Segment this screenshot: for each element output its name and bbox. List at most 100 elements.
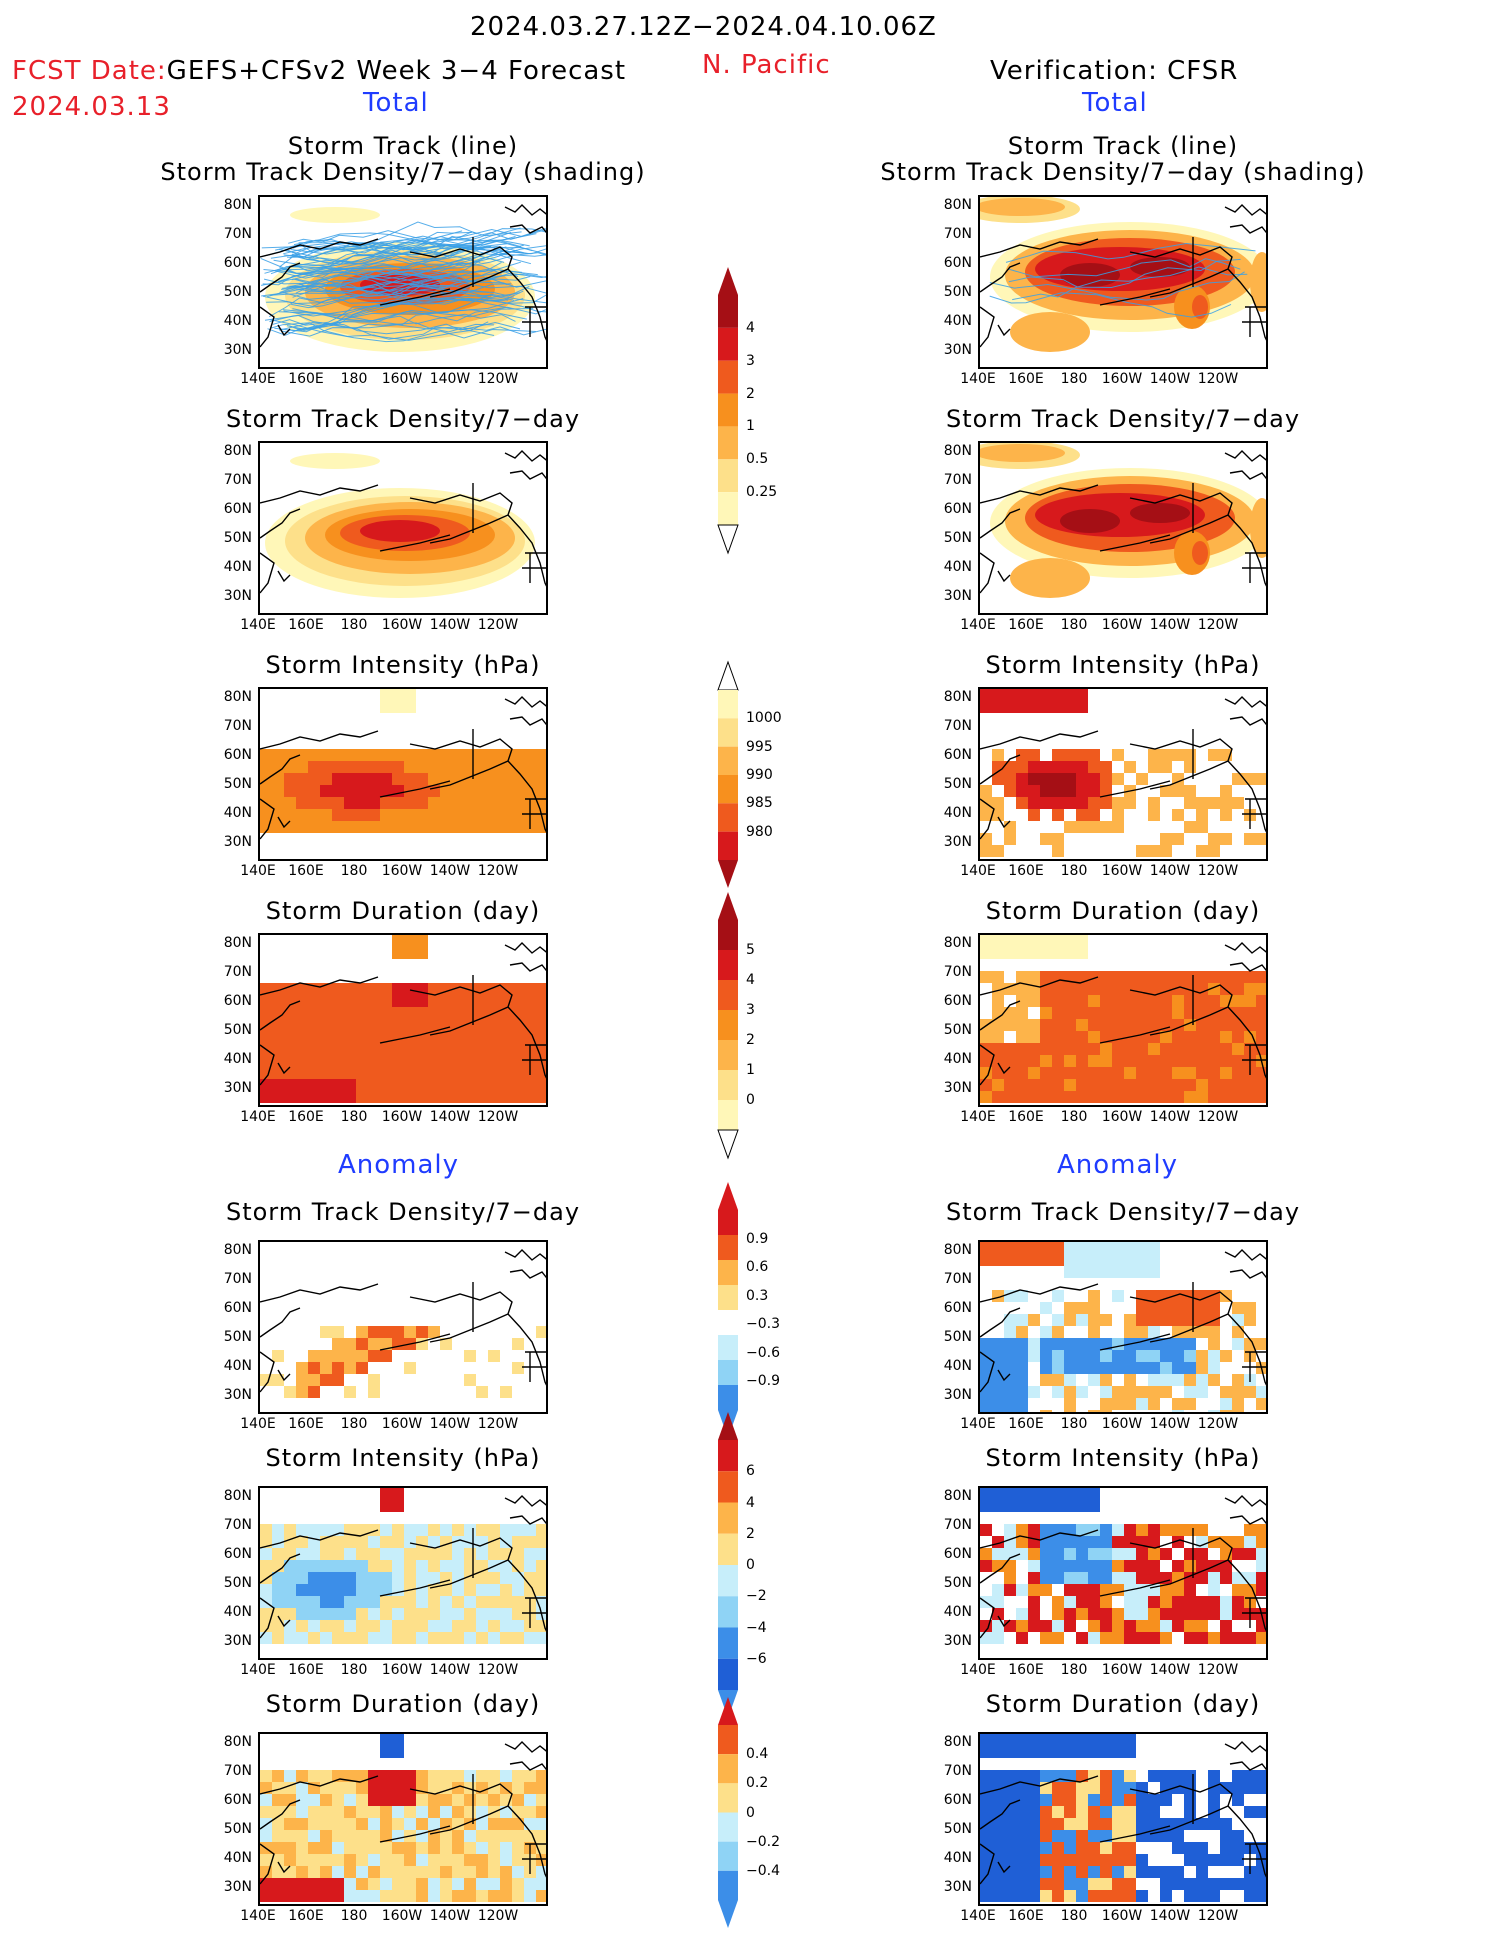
lon-label: 140W xyxy=(429,371,471,387)
panel-subtitle-forecast: Storm Track Density/7−day (shading) xyxy=(160,158,646,186)
lat-label: 60N xyxy=(223,1546,252,1562)
period-title: 2024.03.27.12Z−2024.04.10.06Z xyxy=(470,12,937,42)
lon-label: 180 xyxy=(1060,371,1088,387)
lat-label: 80N xyxy=(943,1242,972,1258)
lon-label: 120W xyxy=(1197,1109,1239,1125)
lat-label: 40N xyxy=(223,1358,252,1374)
lon-label: 160W xyxy=(1101,863,1143,879)
verification-map xyxy=(978,1732,1268,1906)
lon-label: 160E xyxy=(288,863,324,879)
verification-map xyxy=(978,687,1268,861)
panel-title-verification: Storm Track Density/7−day xyxy=(945,405,1301,433)
fcst-title: GEFS+CFSv2 Week 3−4 Forecast xyxy=(166,56,627,86)
lon-label: 120W xyxy=(477,863,519,879)
lat-label: 70N xyxy=(943,718,972,734)
colorbar-density-anomaly xyxy=(715,1180,755,1444)
lon-label: 140W xyxy=(1149,1109,1191,1125)
lat-label: 80N xyxy=(943,1488,972,1504)
lat-label: 70N xyxy=(943,472,972,488)
lat-label: 30N xyxy=(223,1080,252,1096)
colorbar-label: 0.6 xyxy=(746,1259,769,1276)
panel-title-forecast: Storm Intensity (hPa) xyxy=(265,1444,541,1472)
verification-map xyxy=(978,1486,1268,1660)
lon-label: 120W xyxy=(477,1109,519,1125)
lon-label: 140E xyxy=(240,1416,276,1432)
lat-label: 30N xyxy=(943,1879,972,1895)
panel-title-forecast: Storm Track (line) xyxy=(287,132,519,160)
forecast-map xyxy=(258,195,548,369)
lon-label: 140E xyxy=(240,863,276,879)
forecast-map xyxy=(258,933,548,1107)
lon-label: 120W xyxy=(477,617,519,633)
lon-label: 160W xyxy=(381,1908,423,1924)
lon-label: 120W xyxy=(477,1662,519,1678)
colorbar-label: −0.9 xyxy=(746,1373,780,1390)
lat-label: 40N xyxy=(943,805,972,821)
lon-label: 140E xyxy=(240,617,276,633)
lon-label: 160E xyxy=(1008,617,1044,633)
lon-label: 120W xyxy=(1197,617,1239,633)
lon-label: 120W xyxy=(1197,1662,1239,1678)
panel-title-verification: Storm Track Density/7−day xyxy=(945,1198,1301,1226)
lat-label: 70N xyxy=(223,1517,252,1533)
colorbar-label: 1 xyxy=(746,418,755,435)
lat-label: 80N xyxy=(943,935,972,951)
lat-label: 50N xyxy=(223,1022,252,1038)
lat-label: 40N xyxy=(223,313,252,329)
lon-label: 140E xyxy=(240,1109,276,1125)
lat-label: 60N xyxy=(943,993,972,1009)
colorbar-label: 4 xyxy=(746,972,755,988)
lat-label: 50N xyxy=(223,776,252,792)
colorbar-label: 0 xyxy=(746,1557,755,1573)
anomaly-left-label: Anomaly xyxy=(338,1150,460,1180)
panel-title-forecast: Storm Track Density/7−day xyxy=(225,1198,581,1226)
lon-label: 160W xyxy=(381,617,423,633)
lon-label: 140E xyxy=(960,617,996,633)
lat-label: 60N xyxy=(223,1792,252,1808)
lat-label: 40N xyxy=(943,559,972,575)
lat-label: 70N xyxy=(223,472,252,488)
lat-label: 50N xyxy=(223,1329,252,1345)
lat-label: 50N xyxy=(943,1575,972,1591)
lat-label: 30N xyxy=(943,588,972,604)
colorbar-label: 1 xyxy=(746,1062,755,1078)
panel-subtitle-verification: Storm Track Density/7−day (shading) xyxy=(880,158,1366,186)
colorbar-label: 4 xyxy=(746,319,755,336)
lat-label: 60N xyxy=(943,255,972,271)
lon-label: 140E xyxy=(240,1908,276,1924)
anomaly-right-label: Anomaly xyxy=(1057,1150,1179,1180)
lon-label: 160W xyxy=(1101,617,1143,633)
colorbar-label: −0.6 xyxy=(746,1344,780,1361)
lat-label: 50N xyxy=(223,284,252,300)
colorbar-label: −2 xyxy=(746,1588,767,1605)
colorbar-label: 980 xyxy=(746,823,773,840)
lat-label: 30N xyxy=(223,1879,252,1895)
colorbar-label: −4 xyxy=(746,1619,767,1636)
lat-label: 50N xyxy=(223,530,252,546)
lat-label: 70N xyxy=(223,964,252,980)
lon-label: 180 xyxy=(340,1109,368,1125)
lon-label: 140W xyxy=(1149,371,1191,387)
lat-label: 30N xyxy=(223,342,252,358)
lat-label: 70N xyxy=(943,964,972,980)
lon-label: 160W xyxy=(1101,1416,1143,1432)
lat-label: 60N xyxy=(223,747,252,763)
lon-label: 160W xyxy=(1101,371,1143,387)
lon-label: 140W xyxy=(1149,863,1191,879)
lat-label: 50N xyxy=(943,776,972,792)
lon-label: 160E xyxy=(288,371,324,387)
lon-label: 140E xyxy=(960,371,996,387)
lat-label: 40N xyxy=(223,805,252,821)
lat-label: 30N xyxy=(943,342,972,358)
colorbar-label: 2 xyxy=(746,1525,755,1542)
lat-label: 70N xyxy=(943,1763,972,1779)
panel-title-verification: Storm Track (line) xyxy=(1007,132,1239,160)
colorbar-label: 0.5 xyxy=(746,451,769,468)
lat-label: 70N xyxy=(223,1271,252,1287)
colorbar-label: 1000 xyxy=(746,710,782,727)
lon-label: 140W xyxy=(429,1109,471,1125)
lon-label: 180 xyxy=(340,1416,368,1432)
lat-label: 60N xyxy=(943,747,972,763)
fcst-prefix: FCST Date: xyxy=(12,56,167,86)
lat-label: 70N xyxy=(223,226,252,242)
